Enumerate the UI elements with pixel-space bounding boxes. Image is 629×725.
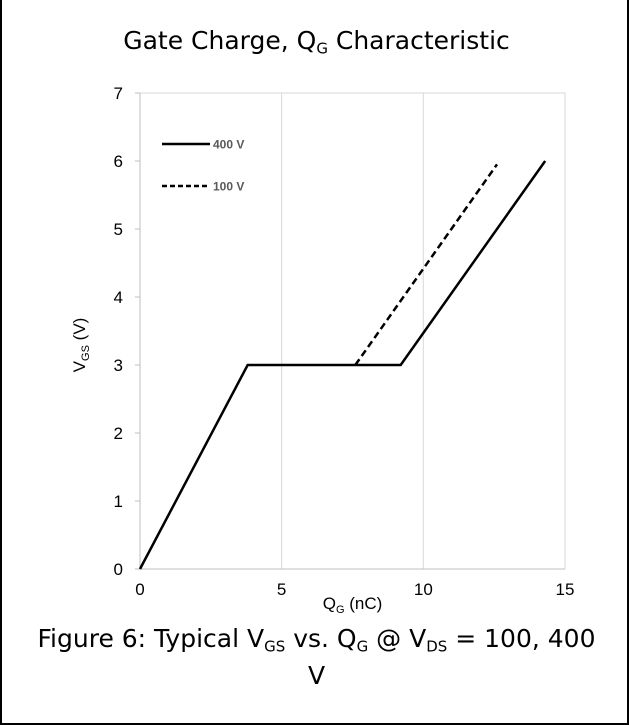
caption-subscript: GS xyxy=(264,637,286,656)
caption-text: @ V xyxy=(368,624,427,653)
gate-charge-chart: 0 1 2 3 4 5 6 7 0 5 10 15 400 V 100 V QG (nC) VGS (V) xyxy=(70,84,575,616)
y-tick-label: 6 xyxy=(114,152,123,171)
caption-text: vs. Q xyxy=(285,624,357,653)
y-tick-label: 7 xyxy=(114,84,123,103)
figure-caption: Figure 6: Typical VGS vs. QG @ VDS = 100… xyxy=(2,620,629,694)
legend-label: 400 V xyxy=(213,138,244,152)
y-tick-label: 1 xyxy=(114,492,123,511)
plot-area xyxy=(139,92,566,570)
caption-line-1: Figure 6: Typical VGS vs. QG @ VDS = 100… xyxy=(2,620,629,657)
legend-label: 100 V xyxy=(213,180,244,194)
axis-labels: QG (nC) VGS (V) xyxy=(70,318,382,616)
series-lines xyxy=(138,160,547,570)
chart-title: Gate Charge, QG Characteristic xyxy=(2,26,629,58)
series-line-100v xyxy=(354,163,499,366)
series-line-400v xyxy=(138,160,547,570)
x-tick-label: 10 xyxy=(414,580,433,599)
caption-text: Figure 6: Typical V xyxy=(37,624,265,653)
axes xyxy=(135,92,565,570)
x-tick-label: 15 xyxy=(556,580,575,599)
caption-subscript: G xyxy=(356,637,369,656)
y-tick-label: 2 xyxy=(114,424,123,443)
chart-title-main: Gate Charge, Q xyxy=(123,26,317,55)
tick-labels: 0 1 2 3 4 5 6 7 0 5 10 15 xyxy=(114,84,575,599)
legend: 400 V 100 V xyxy=(162,138,244,194)
chart-title-subscript: G xyxy=(316,39,328,58)
x-tick-label: 0 xyxy=(135,580,144,599)
caption-subscript: DS xyxy=(426,637,448,656)
y-tick-label: 4 xyxy=(114,288,123,307)
caption-text: = 100, 400 xyxy=(447,624,596,653)
x-tick-label: 5 xyxy=(277,580,286,599)
y-tick-label: 3 xyxy=(114,356,123,375)
caption-line-2: V xyxy=(307,661,326,690)
y-tick-label: 5 xyxy=(114,220,123,239)
chart-title-rest: Characteristic xyxy=(327,26,510,55)
y-tick-label: 0 xyxy=(114,560,123,579)
y-axis-label: VGS (V) xyxy=(70,318,92,373)
plot-border xyxy=(139,92,566,570)
x-axis-label: QG (nC) xyxy=(323,594,383,616)
